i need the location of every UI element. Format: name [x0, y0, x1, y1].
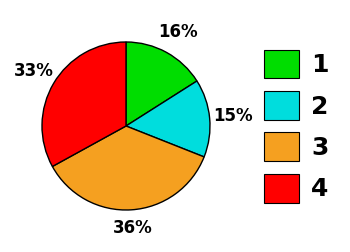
- Text: 15%: 15%: [213, 107, 253, 125]
- Wedge shape: [126, 81, 210, 157]
- Wedge shape: [52, 126, 204, 210]
- Text: 33%: 33%: [14, 62, 54, 80]
- Text: 36%: 36%: [113, 219, 152, 237]
- Wedge shape: [42, 42, 126, 167]
- Text: 16%: 16%: [158, 23, 198, 41]
- Wedge shape: [126, 42, 197, 126]
- Legend: 1, 2, 3, 4: 1, 2, 3, 4: [264, 49, 329, 203]
